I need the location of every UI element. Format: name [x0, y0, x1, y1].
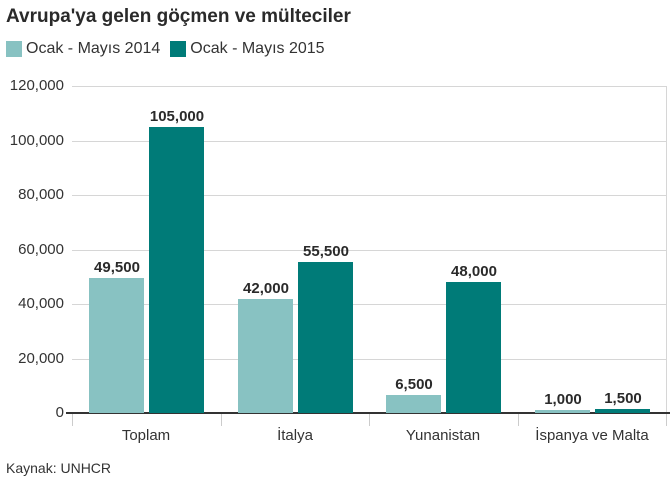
y-tick-label: 100,000 — [9, 132, 64, 149]
legend-item-2014: Ocak - Mayıs 2014 — [6, 40, 160, 58]
bar-2015[interactable] — [298, 262, 353, 413]
legend-label-2014: Ocak - Mayıs 2014 — [26, 40, 161, 57]
plot-right-border — [666, 86, 667, 413]
y-tick-label: 20,000 — [18, 350, 64, 367]
x-axis — [66, 412, 670, 414]
bar-2014[interactable] — [535, 410, 590, 413]
x-tick — [221, 414, 222, 426]
legend-swatch-2014 — [6, 41, 22, 57]
legend: Ocak - Mayıs 2014 Ocak - Mayıs 2015 — [6, 40, 335, 58]
category-label: İspanya ve Malta — [535, 427, 649, 444]
legend-label-2015: Ocak - Mayıs 2015 — [190, 40, 325, 57]
chart-title: Avrupa'ya gelen göçmen ve mülteciler — [6, 6, 351, 27]
gridline — [72, 141, 666, 142]
value-label: 48,000 — [451, 263, 497, 280]
x-tick — [369, 414, 370, 426]
legend-swatch-2015 — [170, 41, 187, 57]
gridline — [72, 86, 666, 87]
bar-2015[interactable] — [446, 282, 501, 413]
value-label: 42,000 — [243, 280, 289, 297]
value-label: 6,500 — [395, 376, 433, 393]
gridline — [72, 250, 666, 251]
y-tick-label: 40,000 — [18, 295, 64, 312]
category-label: İtalya — [277, 427, 313, 444]
y-tick-label: 80,000 — [18, 186, 64, 203]
category-label: Yunanistan — [405, 427, 481, 444]
bar-2014[interactable] — [386, 395, 441, 413]
y-tick-label: 0 — [55, 404, 64, 421]
legend-item-2015: Ocak - Mayıs 2015 — [170, 40, 325, 58]
category-label: Toplam — [121, 427, 171, 444]
y-tick-label: 120,000 — [9, 77, 64, 94]
bar-2014[interactable] — [238, 299, 293, 413]
bar-2015[interactable] — [149, 127, 204, 413]
gridline — [72, 359, 666, 360]
gridline — [72, 195, 666, 196]
y-tick-label: 60,000 — [18, 241, 64, 258]
bar-2015[interactable] — [595, 409, 650, 413]
bar-2014[interactable] — [89, 278, 144, 413]
x-tick — [518, 414, 519, 426]
gridline — [72, 304, 666, 305]
value-label: 105,000 — [149, 108, 205, 125]
value-label: 55,500 — [303, 243, 349, 260]
x-tick — [666, 414, 667, 426]
source-note: Kaynak: UNHCR — [6, 460, 112, 476]
value-label: 49,500 — [94, 259, 140, 276]
value-label: 1,500 — [604, 390, 642, 407]
x-tick — [72, 414, 73, 426]
value-label: 1,000 — [544, 391, 582, 408]
